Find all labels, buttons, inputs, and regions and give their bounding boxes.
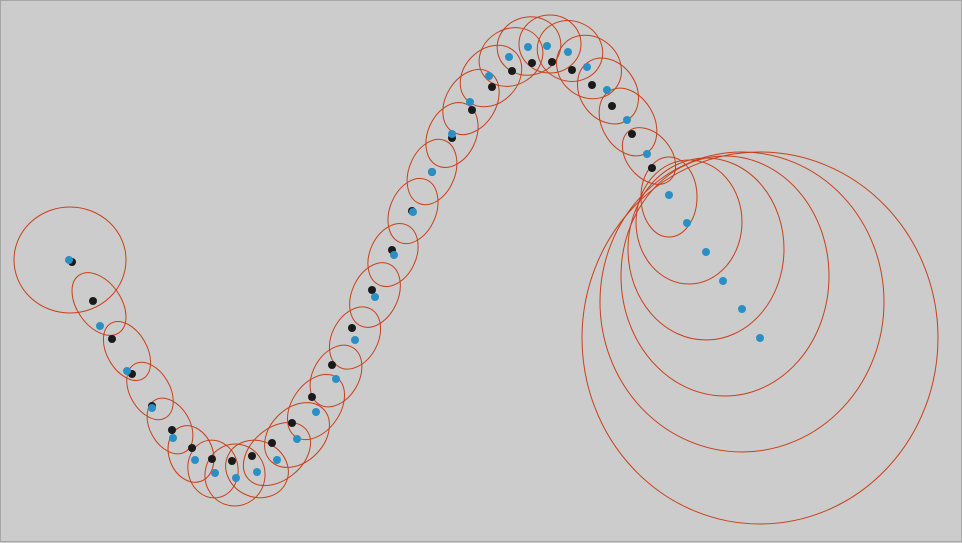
covariance-ellipse (264, 402, 330, 468)
estimate-point (665, 191, 673, 199)
estimate-point (543, 42, 551, 50)
measurement-point (608, 102, 616, 110)
measurement-point (508, 67, 516, 75)
covariance-ellipse (126, 361, 174, 421)
estimate-point (123, 367, 131, 375)
covariance-ellipse (13, 206, 127, 314)
measurement-point (208, 455, 216, 463)
covariance-ellipse (309, 344, 363, 408)
covariance-ellipse (167, 425, 215, 483)
estimate-point (505, 53, 513, 61)
estimate-point (409, 208, 417, 216)
estimate-point (65, 256, 73, 264)
measurement-point (548, 58, 556, 66)
measurement-point (468, 106, 476, 114)
measurement-point (288, 419, 296, 427)
measurement-point (108, 335, 116, 343)
covariance-ellipse (71, 272, 127, 336)
covariance-ellipse (496, 16, 562, 76)
estimate-point (756, 334, 764, 342)
estimate-point (169, 434, 177, 442)
covariance-ellipse (478, 27, 544, 87)
estimate-point (643, 150, 651, 158)
estimate-point (293, 435, 301, 443)
estimate-point (683, 219, 691, 227)
measurement-point (488, 83, 496, 91)
covariance-ellipse (286, 373, 346, 441)
estimate-point (351, 336, 359, 344)
estimate-point (390, 251, 398, 259)
estimate-point (623, 116, 631, 124)
covariance-ellipse (621, 127, 677, 185)
measurement-point (248, 452, 256, 460)
estimate-point-layer (65, 42, 764, 482)
estimate-point (524, 43, 532, 51)
measurement-point (328, 361, 336, 369)
covariance-ellipse (146, 397, 194, 455)
estimate-point (232, 474, 240, 482)
measurement-point (268, 439, 276, 447)
covariance-ellipse (242, 421, 312, 487)
estimate-point (583, 63, 591, 71)
measurement-point (188, 444, 196, 452)
estimate-point (738, 305, 746, 313)
measurement-point (568, 66, 576, 74)
covariance-ellipse (367, 223, 419, 287)
covariance-ellipse (387, 177, 439, 245)
estimate-point (448, 130, 456, 138)
estimate-point (702, 248, 710, 256)
measurement-point-layer (68, 58, 656, 465)
estimate-point (96, 322, 104, 330)
estimate-point (332, 375, 340, 383)
measurement-point (89, 297, 97, 305)
estimate-point (148, 404, 156, 412)
estimate-point (371, 293, 379, 301)
measurement-point (368, 286, 376, 294)
measurement-point (228, 457, 236, 465)
covariance-ellipse (581, 151, 939, 525)
covariance-ellipse (599, 151, 885, 453)
covariance-ellipse (349, 262, 401, 328)
estimate-point (719, 277, 727, 285)
estimate-point (211, 469, 219, 477)
estimate-point (191, 456, 199, 464)
covariance-ellipse (187, 439, 239, 499)
covariance-ellipse (406, 138, 458, 206)
covariance-ellipse (620, 155, 830, 397)
estimate-point (485, 72, 493, 80)
estimate-point (466, 98, 474, 106)
covariance-ellipse (102, 321, 152, 381)
estimate-point (603, 86, 611, 94)
covariance-ellipse-layer (13, 14, 939, 525)
estimate-point (564, 48, 572, 56)
covariance-ellipse (518, 14, 582, 74)
measurement-point (168, 426, 176, 434)
measurement-point (308, 393, 316, 401)
measurement-point (348, 324, 356, 332)
measurement-point (588, 81, 596, 89)
estimate-point (312, 408, 320, 416)
covariance-ellipse (536, 20, 604, 82)
estimate-point (428, 168, 436, 176)
estimate-point (253, 468, 261, 476)
covariance-ellipse (425, 102, 479, 168)
estimate-point (273, 456, 281, 464)
measurement-point (528, 59, 536, 67)
covariance-ellipse (204, 443, 266, 507)
covariance-ellipse (328, 306, 382, 370)
measurement-point (628, 130, 636, 138)
measurement-point (648, 164, 656, 172)
